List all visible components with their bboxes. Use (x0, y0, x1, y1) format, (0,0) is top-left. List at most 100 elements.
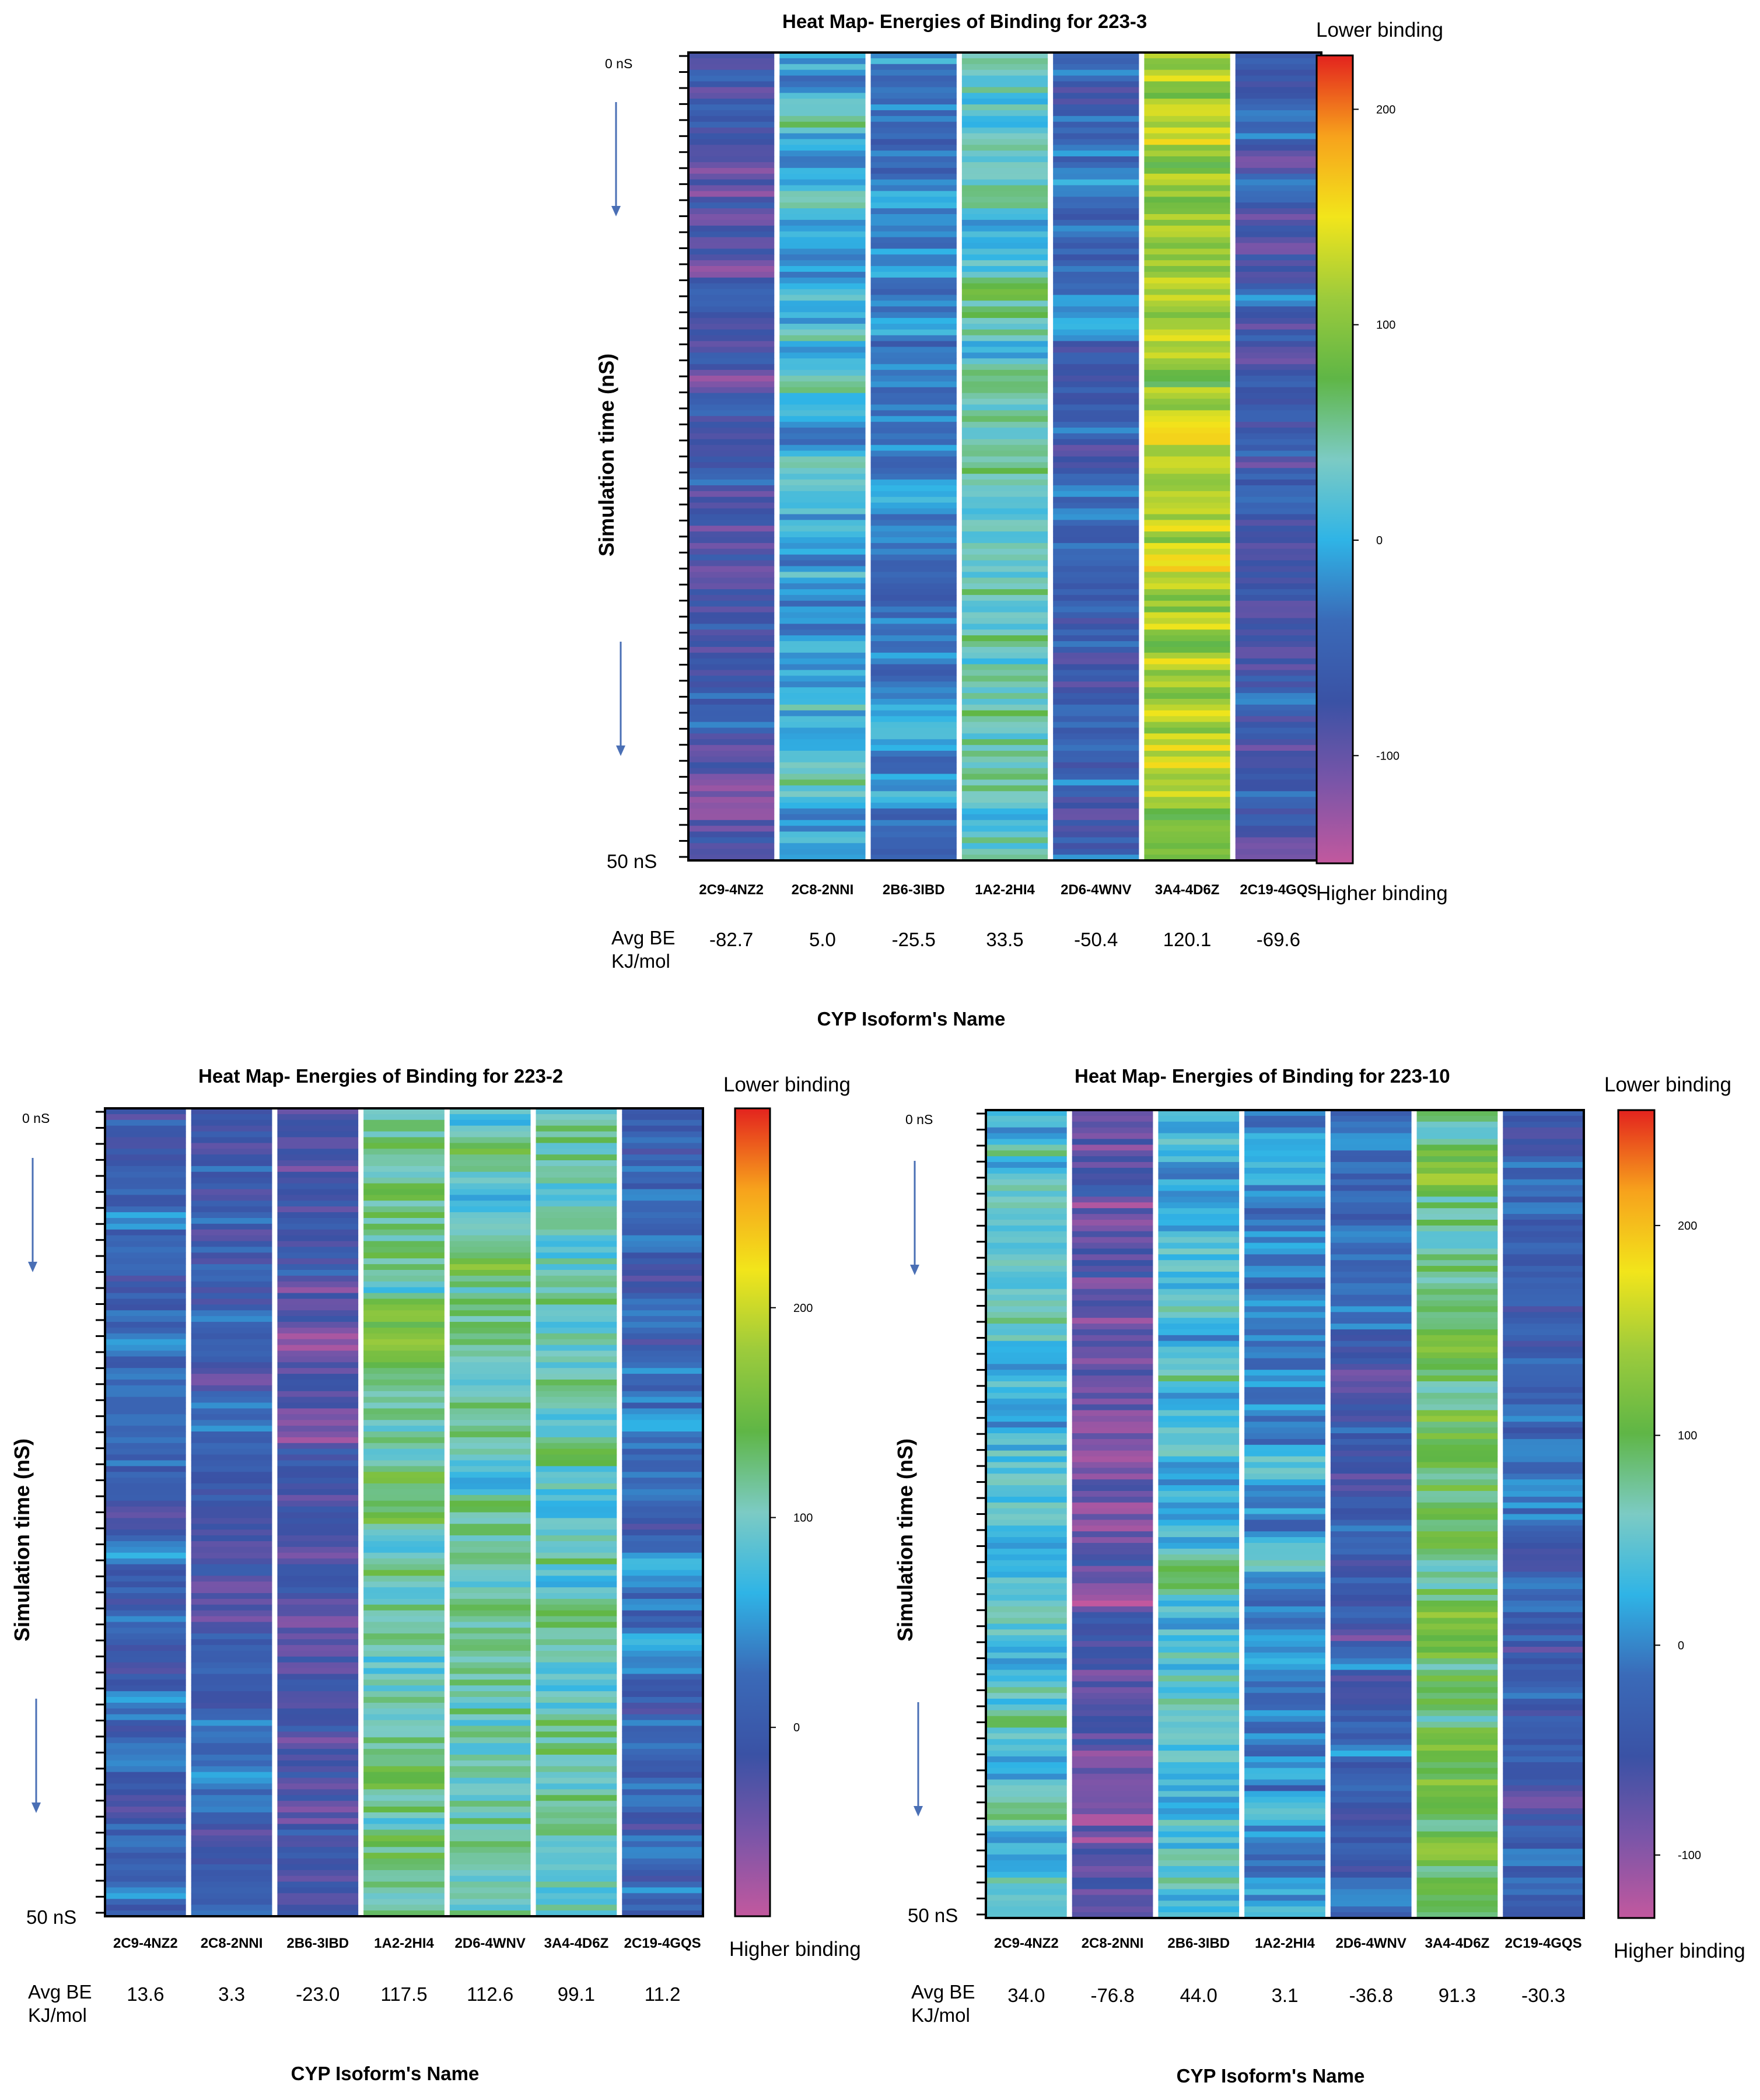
heatmap-cell (105, 1149, 186, 1155)
heatmap-cell (1244, 1837, 1325, 1843)
heatmap-cell (1053, 774, 1139, 780)
heatmap-cell (1330, 1699, 1412, 1705)
heatmap-cell (1144, 202, 1230, 209)
heatmap-cell (363, 1235, 445, 1242)
heatmap-cell (1244, 1150, 1325, 1157)
heatmap-cell (986, 1542, 1067, 1549)
heatmap-cell (986, 1514, 1067, 1520)
heatmap-cell (688, 825, 775, 832)
heatmap-cell (986, 1237, 1067, 1244)
heatmap-cell (1503, 1219, 1584, 1226)
heatmap-cell (1144, 520, 1230, 526)
heatmap-cell (1053, 670, 1139, 677)
heatmap-cell (1330, 1612, 1412, 1619)
heatmap-cell (363, 1241, 445, 1248)
heatmap-cell (870, 295, 957, 301)
heatmap-cell (191, 1801, 272, 1807)
heatmap-cell (1158, 1595, 1240, 1601)
heatmap-cell (688, 779, 775, 786)
heatmap-cell (1158, 1404, 1240, 1411)
heatmap-cell (961, 560, 1048, 567)
heatmap-cell (986, 1647, 1067, 1653)
heatmap-cell (1144, 572, 1230, 578)
heatmap-cell (870, 283, 957, 290)
heatmap-cell (622, 1402, 703, 1409)
heatmap-cell (449, 1235, 531, 1242)
heatmap-cell (1053, 560, 1139, 567)
heatmap-cell (1244, 1542, 1325, 1549)
heatmap-cell (870, 849, 957, 855)
heatmap-cell (870, 422, 957, 428)
heatmap-cell (1416, 1791, 1498, 1797)
heatmap-cell (1330, 1450, 1412, 1457)
heatmap-cell (1053, 358, 1139, 365)
heatmap-cell (1330, 1312, 1412, 1318)
heatmap-cell (779, 624, 866, 630)
heatmap-cell (1330, 1462, 1412, 1468)
heatmap-cell (449, 1275, 531, 1282)
heatmap-cell (1416, 1214, 1498, 1220)
heatmap-cell (1503, 1127, 1584, 1134)
heatmap-cell (363, 1610, 445, 1617)
heatmap-cell (1330, 1404, 1412, 1411)
heatmap-cell (1244, 1721, 1325, 1728)
heatmap-cell (688, 699, 775, 705)
heatmap-cell (1144, 641, 1230, 648)
heatmap-cell (105, 1546, 186, 1553)
heatmap-cell (1158, 1525, 1240, 1532)
heatmap-cell (191, 1143, 272, 1149)
heatmap-cell (1158, 1358, 1240, 1364)
heatmap-cell (1235, 716, 1321, 723)
heatmap-cell (688, 58, 775, 65)
heatmap-cell (1244, 1606, 1325, 1613)
heatmap-cell (870, 855, 957, 861)
heatmap-cell (363, 1252, 445, 1259)
heatmap-cell (1244, 1456, 1325, 1463)
heatmap-cell (1244, 1814, 1325, 1821)
heatmap-cell (105, 1708, 186, 1715)
heatmap-cell (1072, 1127, 1153, 1134)
heatmap-cell (1053, 566, 1139, 572)
heatmap-cell (363, 1766, 445, 1773)
heatmap-cell (277, 1645, 359, 1651)
heatmap-cell (1244, 1462, 1325, 1468)
heatmap-cell (986, 1635, 1067, 1642)
heatmap-cell (1158, 1542, 1240, 1549)
heatmap-cell (105, 1899, 186, 1905)
heatmap-cell (449, 1489, 531, 1496)
heatmap-cell (961, 444, 1048, 452)
heatmap-cell (191, 1466, 272, 1472)
heatmap-cell (191, 1576, 272, 1582)
heatmap-cell (870, 491, 957, 498)
heatmap-cell (363, 1223, 445, 1230)
heatmap-cell (277, 1119, 359, 1126)
heatmap-cell (1244, 1490, 1325, 1497)
heatmap-cell (779, 837, 866, 844)
heatmap-cell (191, 1333, 272, 1340)
heatmap-cell (986, 1831, 1067, 1838)
heatmap-cell (363, 1500, 445, 1507)
heatmap-cell (363, 1454, 445, 1461)
heatmap-cell (1330, 1819, 1412, 1826)
heatmap-cell (1244, 1191, 1325, 1197)
heatmap-cell (191, 1720, 272, 1727)
heatmap-cell (870, 306, 957, 313)
heatmap-cell (986, 1289, 1067, 1296)
heatmap-cell (1416, 1600, 1498, 1607)
heatmap-cell (1244, 1427, 1325, 1434)
heatmap-cell (1053, 156, 1139, 163)
heatmap-cell (961, 646, 1048, 653)
heatmap-cell (986, 1121, 1067, 1128)
heatmap-cell (1235, 335, 1321, 342)
heatmap-cell (105, 1622, 186, 1628)
heatmap-cell (1072, 1277, 1153, 1284)
heatmap-cell (1158, 1819, 1240, 1826)
heatmap-cell (1053, 508, 1139, 515)
heatmap-cell (536, 1576, 617, 1582)
heatmap-cell (1072, 1520, 1153, 1526)
heatmap-cell (536, 1200, 617, 1207)
heatmap-cell (1053, 820, 1139, 827)
heatmap-cell (961, 243, 1048, 249)
heatmap-cell (1244, 1121, 1325, 1128)
heatmap-cell (622, 1478, 703, 1484)
